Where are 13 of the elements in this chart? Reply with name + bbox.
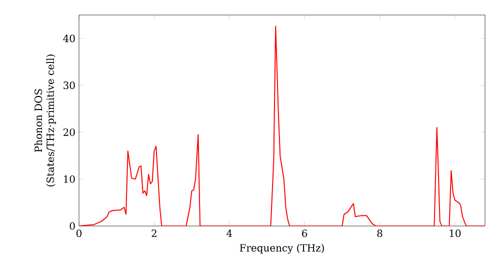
x-tick-label: 2 (152, 230, 156, 237)
y-tick-label: 0 (70, 222, 75, 230)
x-tick-label: 10 (450, 230, 461, 238)
x-axis-title: Frequency (THz) (240, 244, 324, 254)
y-tick-label: 40 (63, 34, 75, 42)
x-tick-label: 0 (76, 230, 82, 238)
y-tick-label: 10 (64, 175, 75, 183)
y-axis-title: Phonon DOS (States/THz·primitive cell) (34, 54, 56, 186)
y-tick-label: 20 (63, 128, 75, 136)
y-tick-label: 30 (64, 82, 75, 90)
x-tick-label: 6 (302, 230, 308, 238)
x-tick-label: 4 (226, 230, 232, 237)
x-tick-label: 8 (377, 230, 382, 238)
